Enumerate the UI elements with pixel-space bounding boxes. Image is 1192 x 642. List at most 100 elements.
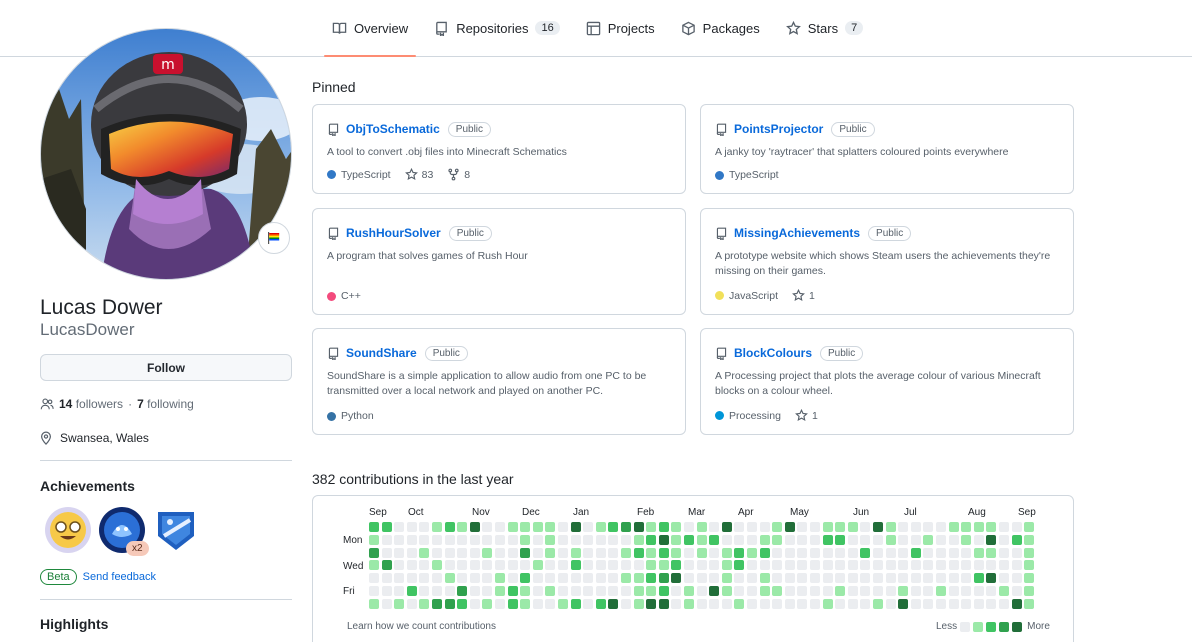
- contribution-day[interactable]: [910, 598, 921, 609]
- contribution-day[interactable]: [759, 560, 770, 571]
- contribution-day[interactable]: [784, 598, 795, 609]
- contribution-day[interactable]: [469, 598, 480, 609]
- contribution-day[interactable]: [507, 586, 518, 596]
- contribution-day[interactable]: [684, 573, 694, 584]
- contribution-day[interactable]: [558, 547, 568, 558]
- contribution-day[interactable]: [570, 522, 581, 532]
- contribution-day[interactable]: [432, 573, 442, 584]
- contribution-day[interactable]: [999, 522, 1009, 532]
- contribution-day[interactable]: [973, 534, 984, 545]
- contribution-day[interactable]: [646, 547, 657, 558]
- contribution-day[interactable]: [784, 547, 795, 558]
- contribution-day[interactable]: [545, 547, 556, 558]
- contribution-day[interactable]: [495, 522, 505, 532]
- contribution-day[interactable]: [495, 547, 505, 558]
- contribution-day[interactable]: [1011, 534, 1022, 545]
- contribution-day[interactable]: [898, 560, 909, 571]
- contribution-day[interactable]: [1011, 522, 1022, 532]
- repo-name-link[interactable]: BlockColours: [734, 346, 813, 360]
- contribution-day[interactable]: [734, 573, 745, 584]
- contribution-day[interactable]: [910, 573, 921, 584]
- contribution-day[interactable]: [633, 586, 644, 596]
- contribution-day[interactable]: [986, 560, 997, 571]
- contribution-day[interactable]: [835, 534, 846, 545]
- contribution-day[interactable]: [469, 586, 480, 596]
- contribution-day[interactable]: [583, 534, 594, 545]
- contribution-day[interactable]: [406, 560, 417, 571]
- contribution-day[interactable]: [810, 534, 820, 545]
- contribution-day[interactable]: [759, 547, 770, 558]
- contribution-day[interactable]: [457, 560, 468, 571]
- contribution-day[interactable]: [457, 534, 468, 545]
- contribution-day[interactable]: [583, 573, 594, 584]
- contribution-day[interactable]: [923, 586, 934, 596]
- contribution-day[interactable]: [595, 586, 606, 596]
- contribution-day[interactable]: [885, 534, 896, 545]
- contribution-day[interactable]: [910, 560, 921, 571]
- contribution-day[interactable]: [406, 573, 417, 584]
- contribution-day[interactable]: [646, 598, 657, 609]
- contribution-day[interactable]: [406, 598, 417, 609]
- contribution-day[interactable]: [860, 534, 871, 545]
- contribution-day[interactable]: [507, 522, 518, 532]
- status-button[interactable]: [258, 222, 290, 254]
- contribution-day[interactable]: [658, 586, 669, 596]
- contribution-day[interactable]: [936, 560, 946, 571]
- contribution-day[interactable]: [532, 598, 543, 609]
- contribution-day[interactable]: [532, 560, 543, 571]
- contribution-day[interactable]: [709, 547, 720, 558]
- contribution-day[interactable]: [721, 573, 732, 584]
- contribution-day[interactable]: [873, 547, 883, 558]
- tab-packages[interactable]: Packages: [671, 0, 770, 56]
- contribution-day[interactable]: [444, 547, 455, 558]
- contribution-day[interactable]: [444, 560, 455, 571]
- contribution-day[interactable]: [999, 560, 1009, 571]
- contribution-day[interactable]: [860, 522, 871, 532]
- contribution-day[interactable]: [608, 560, 619, 571]
- contribution-day[interactable]: [394, 598, 405, 609]
- contribution-day[interactable]: [1024, 534, 1035, 545]
- contribution-day[interactable]: [986, 534, 997, 545]
- contribution-day[interactable]: [469, 534, 480, 545]
- contribution-day[interactable]: [696, 586, 707, 596]
- contribution-day[interactable]: [595, 534, 606, 545]
- avatar[interactable]: m: [40, 28, 292, 280]
- contribution-day[interactable]: [457, 586, 468, 596]
- contribution-day[interactable]: [595, 522, 606, 532]
- contribution-day[interactable]: [671, 560, 682, 571]
- contribution-day[interactable]: [948, 547, 959, 558]
- stars-link[interactable]: 1: [795, 409, 818, 422]
- contribution-day[interactable]: [759, 534, 770, 545]
- contribution-day[interactable]: [885, 547, 896, 558]
- contribution-day[interactable]: [847, 573, 858, 584]
- contribution-day[interactable]: [810, 586, 820, 596]
- contribution-day[interactable]: [986, 547, 997, 558]
- contribution-day[interactable]: [797, 560, 808, 571]
- contribution-day[interactable]: [936, 534, 946, 545]
- contribution-day[interactable]: [784, 573, 795, 584]
- contribution-day[interactable]: [583, 560, 594, 571]
- contribution-day[interactable]: [658, 522, 669, 532]
- contribution-day[interactable]: [709, 598, 720, 609]
- achievement-quickdraw[interactable]: [152, 506, 200, 554]
- contribution-day[interactable]: [432, 586, 442, 596]
- contribution-day[interactable]: [772, 560, 783, 571]
- contribution-day[interactable]: [671, 586, 682, 596]
- contribution-day[interactable]: [406, 547, 417, 558]
- contribution-day[interactable]: [910, 586, 921, 596]
- contribution-day[interactable]: [1011, 560, 1022, 571]
- contribution-day[interactable]: [558, 586, 568, 596]
- contribution-day[interactable]: [973, 522, 984, 532]
- contribution-day[interactable]: [986, 586, 997, 596]
- contribution-day[interactable]: [369, 534, 379, 545]
- contribution-day[interactable]: [822, 560, 833, 571]
- contribution-day[interactable]: [734, 560, 745, 571]
- contribution-day[interactable]: [394, 586, 405, 596]
- contribution-day[interactable]: [973, 547, 984, 558]
- contribution-day[interactable]: [961, 573, 972, 584]
- contribution-day[interactable]: [495, 586, 505, 596]
- contribution-day[interactable]: [394, 547, 405, 558]
- contribution-day[interactable]: [684, 560, 694, 571]
- stars-link[interactable]: 1: [792, 289, 815, 302]
- contribution-day[interactable]: [671, 598, 682, 609]
